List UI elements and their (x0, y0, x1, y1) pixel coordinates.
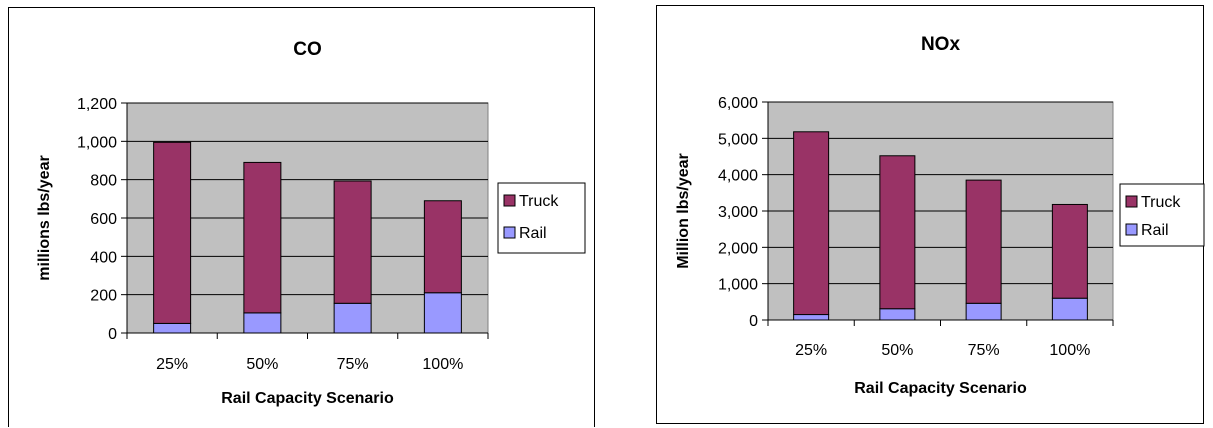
co-y-tick-label: 1,200 (77, 96, 117, 113)
co-bar-truck (423, 200, 462, 294)
nox-bar-rail (879, 308, 916, 321)
co-x-axis-title: Rail Capacity Scenario (221, 390, 394, 407)
co-y-tick-label: 800 (90, 173, 117, 190)
co-bar-rail (423, 292, 462, 334)
nox-bar-rail (793, 314, 830, 321)
co-legend-label-rail: Rail (519, 225, 547, 242)
nox-chart-panel: 0 1,000 2,000 3,000 4,000 5,000 6,000 25% 50% 75%… (656, 5, 1205, 424)
nox-y-tick-label: 3,000 (718, 204, 758, 221)
nox-bar-truck (965, 179, 1002, 304)
co-chart-panel: 0 200 400 600 800 1,000 1,200 25% 50% 75% 100% CO Ra… (8, 7, 595, 427)
co-x-tick-label: 100% (422, 356, 463, 373)
nox-bar-truck (879, 155, 916, 310)
co-x-tick-label: 25% (156, 356, 188, 373)
co-bar-rail (243, 312, 282, 334)
co-y-axis-title: millions lbs/year (36, 155, 53, 280)
co-bar-truck (153, 141, 192, 324)
co-legend-label-truck: Truck (519, 193, 559, 210)
nox-legend-label-truck: Truck (1141, 194, 1181, 211)
nox-bar-truck (1051, 203, 1088, 299)
nox-bar-rail (965, 302, 1002, 321)
nox-x-tick-label: 100% (1049, 342, 1090, 359)
co-y-tick-label: 600 (90, 211, 117, 228)
co-y-tick-label: 1,000 (77, 134, 117, 151)
co-y-tick-label: 200 (90, 288, 117, 305)
nox-chart-title: NOx (921, 34, 961, 55)
nox-legend-swatch-truck (1125, 195, 1138, 208)
nox-legend-label-rail: Rail (1141, 222, 1169, 239)
co-bar-truck (333, 180, 372, 304)
nox-y-tick-label: 5,000 (718, 131, 758, 148)
nox-legend-swatch-rail (1125, 223, 1138, 236)
nox-x-tick-label: 25% (795, 342, 827, 359)
nox-y-tick-label: 2,000 (718, 240, 758, 257)
co-x-tick-label: 50% (246, 356, 278, 373)
nox-y-tick-label: 6,000 (718, 95, 758, 112)
co-bar-truck (243, 161, 282, 314)
nox-y-tick-label: 1,000 (718, 277, 758, 294)
co-bar-rail (153, 322, 192, 334)
nox-chart: 0 1,000 2,000 3,000 4,000 5,000 6,000 25% 50% 75%… (675, 34, 1205, 397)
co-x-tick-label: 75% (337, 356, 369, 373)
nox-bar-truck (793, 131, 830, 316)
co-legend-swatch-truck (503, 194, 516, 207)
nox-legend (1119, 183, 1205, 247)
co-chart-title: CO (293, 39, 322, 60)
nox-y-tick-label: 4,000 (718, 168, 758, 185)
co-bar-rail (333, 302, 372, 334)
nox-bar-rail (1051, 297, 1088, 321)
co-legend-swatch-rail (503, 226, 516, 239)
nox-x-tick-label: 50% (881, 342, 913, 359)
nox-x-tick-label: 75% (968, 342, 1000, 359)
nox-x-axis-title: Rail Capacity Scenario (854, 380, 1027, 397)
nox-y-tick-label: 0 (749, 313, 758, 330)
co-y-tick-label: 0 (108, 326, 117, 343)
co-y-tick-label: 400 (90, 249, 117, 266)
nox-y-axis-title: Million lbs/year (675, 153, 692, 269)
co-chart: 0 200 400 600 800 1,000 1,200 25% 50% 75% 100% CO Ra… (36, 39, 586, 407)
